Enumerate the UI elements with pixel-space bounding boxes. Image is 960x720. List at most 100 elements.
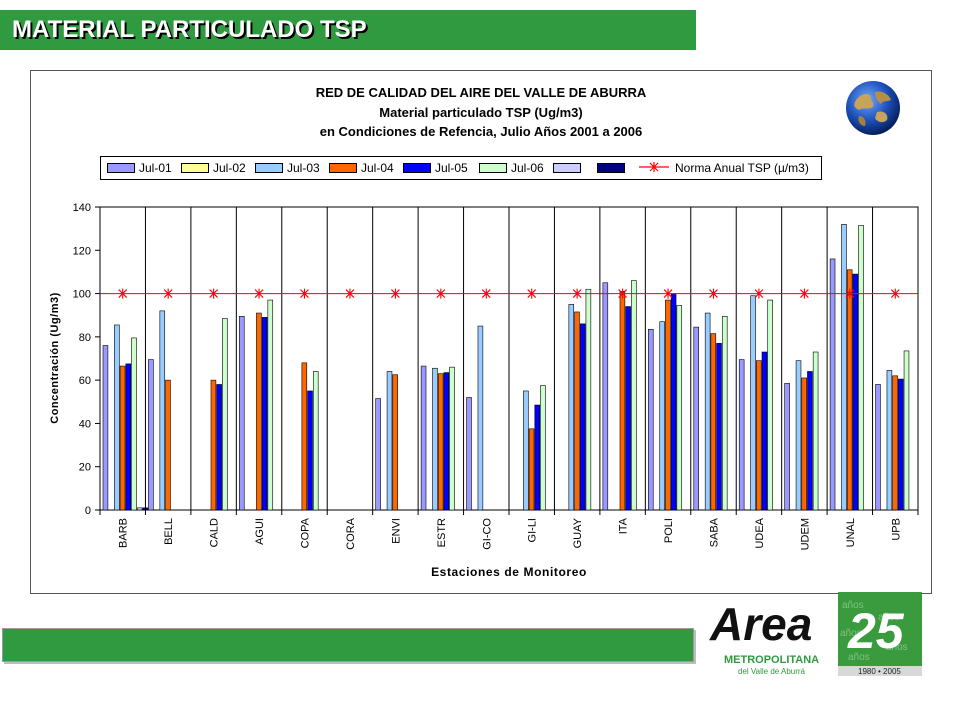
reference-marker bbox=[890, 288, 900, 299]
bar bbox=[631, 280, 637, 511]
bar bbox=[710, 333, 717, 511]
bar bbox=[602, 282, 609, 511]
bar bbox=[386, 371, 393, 511]
bar bbox=[222, 318, 228, 511]
x-tick-label: SABA bbox=[709, 517, 721, 547]
x-tick-label: ENVI bbox=[390, 518, 402, 544]
reference-marker bbox=[436, 288, 446, 299]
bar bbox=[812, 351, 819, 511]
bar bbox=[449, 366, 455, 511]
chart-title-line2: Material particulado TSP (Ug/m3) bbox=[379, 105, 583, 120]
bar bbox=[443, 372, 450, 511]
bar bbox=[420, 365, 427, 511]
bar bbox=[665, 299, 671, 511]
bar bbox=[585, 288, 592, 511]
logo-badge bbox=[838, 592, 922, 666]
reference-marker bbox=[754, 288, 764, 299]
bar bbox=[829, 258, 836, 511]
bar bbox=[619, 291, 626, 511]
bar bbox=[534, 404, 540, 511]
y-tick-label: 140 bbox=[73, 202, 91, 214]
bar bbox=[148, 359, 154, 511]
reference-marker bbox=[845, 288, 855, 299]
logo-years: 1980 • 2005 bbox=[858, 667, 901, 676]
legend-swatch bbox=[597, 163, 625, 173]
legend-swatch bbox=[255, 163, 283, 173]
legend-label: Jul-06 bbox=[511, 161, 544, 175]
bar bbox=[625, 306, 631, 511]
bar bbox=[307, 390, 313, 511]
reference-marker bbox=[527, 288, 537, 299]
reference-marker bbox=[254, 288, 264, 299]
bar bbox=[523, 390, 529, 511]
logo-years-strip bbox=[838, 666, 922, 676]
bar bbox=[670, 293, 677, 511]
bar bbox=[437, 373, 444, 511]
chart-title-line1: RED DE CALIDAD DEL AIRE DEL VALLE DE ABU… bbox=[315, 85, 647, 100]
chart-legend: Jul-01 Jul-02 Jul-03 Jul-04 Jul-05 Jul-0… bbox=[100, 156, 822, 180]
x-tick-label: UPB bbox=[890, 518, 902, 541]
x-tick-label: BARB bbox=[118, 518, 130, 548]
bar bbox=[704, 312, 711, 511]
y-tick-label: 0 bbox=[85, 505, 91, 517]
bar bbox=[392, 374, 398, 511]
bar bbox=[574, 311, 580, 511]
bar bbox=[886, 370, 893, 511]
reference-marker bbox=[709, 288, 718, 299]
legend-label: Jul-04 bbox=[361, 161, 394, 175]
reference-marker bbox=[618, 288, 627, 299]
bar bbox=[648, 328, 654, 511]
legend-label: Norma Anual TSP (µ/m3) bbox=[675, 161, 809, 175]
x-tick-label: POLI bbox=[663, 518, 675, 543]
bar bbox=[721, 315, 728, 511]
bar bbox=[267, 299, 274, 511]
bar bbox=[540, 385, 546, 511]
bar bbox=[528, 428, 535, 511]
title-bar: MATERIAL PARTICULADO TSP bbox=[0, 10, 696, 50]
bar bbox=[136, 507, 143, 511]
x-tick-label: UDEM bbox=[799, 518, 811, 550]
reference-marker bbox=[163, 288, 173, 299]
y-tick-label: 80 bbox=[79, 332, 91, 344]
legend-swatch bbox=[403, 163, 431, 173]
y-tick-label: 20 bbox=[79, 462, 91, 474]
legend-label: Jul-02 bbox=[213, 161, 246, 175]
reference-marker bbox=[481, 288, 491, 299]
bar bbox=[477, 325, 484, 511]
reference-marker bbox=[391, 288, 400, 299]
bar bbox=[659, 321, 665, 511]
bar bbox=[841, 224, 847, 511]
logo-badge-pattern: años bbox=[848, 652, 870, 663]
reference-marker bbox=[572, 288, 582, 299]
bar bbox=[858, 225, 864, 511]
reference-marker bbox=[663, 288, 673, 299]
bar bbox=[216, 384, 222, 511]
logo-subtitle2: del Valle de Aburrá bbox=[738, 667, 806, 676]
x-axis-label: Estaciones de Monitoreo bbox=[431, 565, 587, 579]
reference-marker bbox=[300, 288, 309, 299]
bar bbox=[131, 337, 137, 511]
bar bbox=[568, 304, 575, 511]
bar bbox=[750, 295, 756, 511]
bar bbox=[256, 312, 262, 511]
bar bbox=[142, 507, 149, 511]
bar bbox=[165, 379, 171, 511]
bottom-bar bbox=[2, 628, 694, 662]
bar bbox=[693, 326, 699, 511]
logo-badge-pattern: años bbox=[878, 612, 900, 623]
bar bbox=[312, 371, 319, 511]
y-tick-label: 40 bbox=[79, 418, 91, 430]
bar bbox=[466, 397, 472, 511]
legend-swatch bbox=[107, 163, 135, 173]
legend-swatch bbox=[329, 163, 357, 173]
x-tick-label: CORA bbox=[345, 517, 357, 549]
bar bbox=[801, 377, 807, 511]
x-tick-label: CALD bbox=[209, 518, 221, 547]
y-tick-label: 60 bbox=[79, 375, 91, 387]
bar bbox=[676, 305, 683, 511]
x-tick-label: BELL bbox=[163, 518, 175, 545]
logo-badge-pattern: años bbox=[886, 642, 908, 653]
x-tick-label: GI-CO bbox=[481, 518, 493, 550]
reference-marker bbox=[800, 288, 809, 299]
